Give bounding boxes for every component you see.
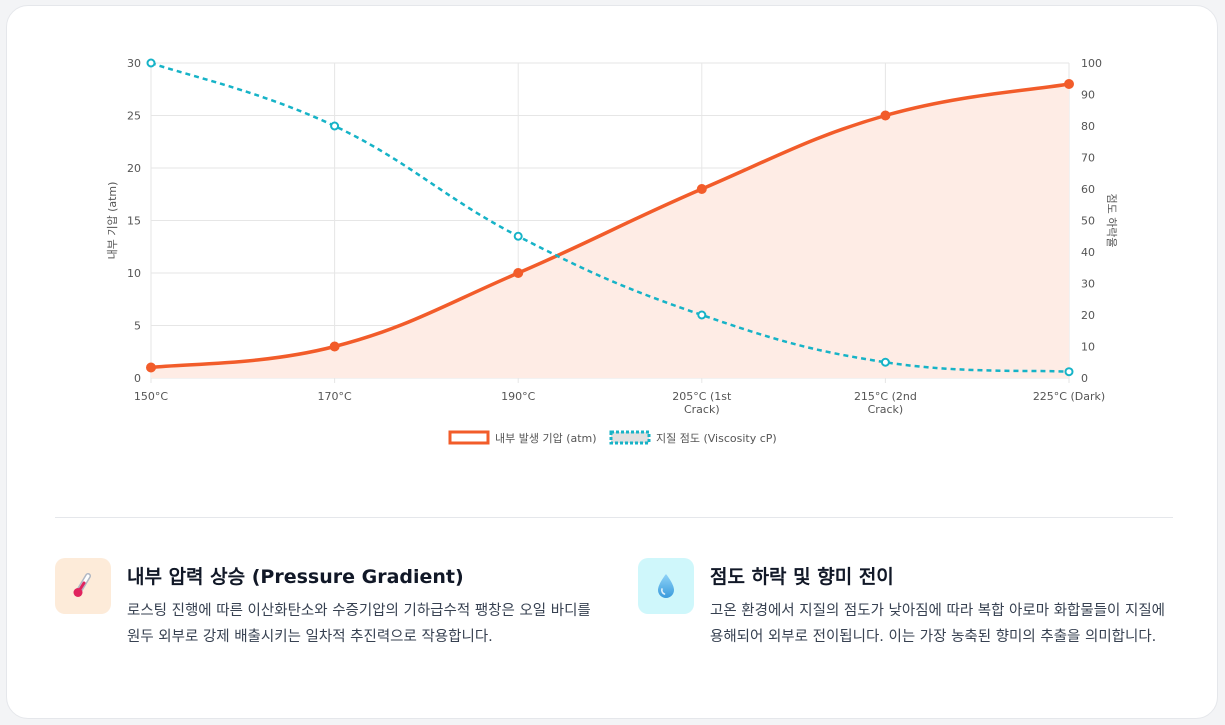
thermometer-icon xyxy=(55,558,111,614)
y-left-tick-label: 20 xyxy=(127,162,141,175)
y-right-tick-label: 30 xyxy=(1081,278,1095,291)
section-divider xyxy=(55,517,1173,518)
y-right-tick-label: 80 xyxy=(1081,120,1095,133)
y-right-tick-label: 100 xyxy=(1081,57,1102,70)
y-right-tick-label: 90 xyxy=(1081,89,1095,102)
y-left-tick-label: 0 xyxy=(134,372,141,385)
data-point xyxy=(880,110,891,121)
data-point xyxy=(146,58,156,68)
data-point xyxy=(146,362,156,373)
x-tick-label: 225°C (Dark) xyxy=(1033,390,1105,403)
x-tick-label: 215°C (2nd Crack) xyxy=(854,390,917,416)
series-line-1 xyxy=(150,61,1070,373)
data-point xyxy=(880,357,890,367)
data-point xyxy=(513,231,523,241)
legend-label-pressure: 내부 발생 기압 (atm) xyxy=(495,432,597,445)
y-left-tick-label: 10 xyxy=(127,267,141,280)
legend-swatch-pressure xyxy=(448,430,490,445)
data-point xyxy=(329,341,340,352)
y-left-axis-title: 내부 기압 (atm) xyxy=(106,182,119,260)
y-right-tick-label: 10 xyxy=(1081,341,1095,354)
data-point xyxy=(1064,367,1074,377)
y-left-tick-label: 30 xyxy=(127,57,141,70)
y-left-tick-label: 25 xyxy=(127,110,141,123)
y-left-tick-label: 15 xyxy=(127,215,141,228)
feature-description: 로스팅 진행에 따른 이산화탄소와 수증기압의 기하급수적 팽창은 오일 바디를… xyxy=(127,603,591,645)
data-point xyxy=(1064,79,1074,89)
x-tick-label: 170°C xyxy=(318,390,352,403)
y-right-tick-label: 50 xyxy=(1081,215,1095,228)
series-line-0 xyxy=(150,82,1070,370)
feature-title: 점도 하락 및 향미 전이 xyxy=(710,566,894,588)
feature-title: 내부 압력 상승 (Pressure Gradient) xyxy=(127,566,464,588)
legend-swatch-viscosity xyxy=(609,430,651,445)
data-point xyxy=(330,121,340,131)
y-right-tick-label: 60 xyxy=(1081,183,1095,196)
pressure-viscosity-chart: 0 5 10 15 20 25 30 0 10 20 30 40 50 60 70 80 90 100 150°C 1… xyxy=(106,57,1119,445)
data-point xyxy=(696,184,707,194)
data-point xyxy=(697,310,707,320)
y-right-axis-title: 점도 하락율 xyxy=(1105,193,1119,247)
y-right-tick-label: 70 xyxy=(1081,152,1095,165)
data-point xyxy=(513,268,524,278)
droplet-icon xyxy=(638,558,694,614)
legend-label-viscosity: 지질 점도 (Viscosity cP) xyxy=(656,432,777,445)
x-tick-label: 190°C xyxy=(501,390,535,403)
y-right-tick-label: 0 xyxy=(1081,372,1088,385)
x-tick-label: 150°C xyxy=(134,390,168,403)
y-left-tick-label: 5 xyxy=(134,320,141,333)
chart-card: 0 5 10 15 20 25 30 0 10 20 30 40 50 60 70 80 90 100 150°C 1… xyxy=(6,5,1218,719)
x-tick-label: 205°C (1st Crack) xyxy=(672,390,732,416)
feature-description: 고온 환경에서 지질의 점도가 낮아짐에 따라 복합 아로마 화합물들이 지질에… xyxy=(710,603,1166,645)
y-right-tick-label: 40 xyxy=(1081,246,1095,259)
y-right-tick-label: 20 xyxy=(1081,309,1095,322)
